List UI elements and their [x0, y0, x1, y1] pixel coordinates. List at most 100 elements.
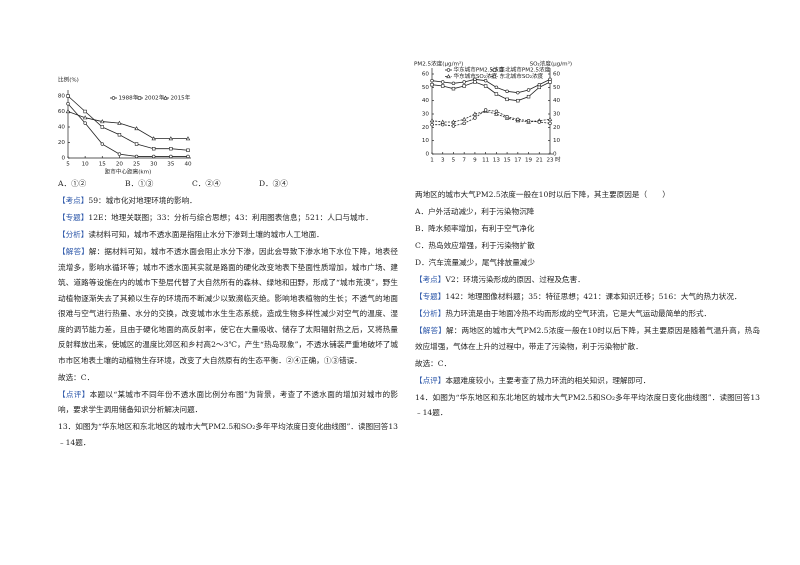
paragraph: 【专题】142：地理图像材料题；35：特征思想；421：课本知识迁移；516：大…: [415, 289, 760, 305]
paragraph: 【专题】12E：地理关联图；33：分析与综合思想；43：利用图表信息；521：人…: [58, 210, 398, 226]
data-point: [441, 122, 445, 127]
x-tick-label: 30: [150, 162, 158, 168]
legend-label: 2002年: [145, 94, 165, 102]
section-tag: 【解答】: [415, 326, 447, 335]
option: B．①③: [125, 179, 154, 188]
data-point: [483, 78, 488, 83]
y2-tick-label: 30: [553, 112, 561, 118]
option: D．汽车流量减少，尾气排放量减少: [415, 258, 535, 267]
legend-marker: [446, 74, 451, 79]
y-tick-label: 60: [58, 109, 66, 115]
series-line: [431, 81, 551, 102]
data-point: [117, 133, 122, 137]
series-line: [67, 103, 188, 157]
y-tick-label: 60: [422, 72, 430, 78]
y-axis-label: PM2.5浓度(μg/m³): [414, 60, 463, 68]
series-line: [67, 111, 188, 140]
data-point: [151, 136, 156, 141]
paragraph: 【考点】V2：环境污染形成的原因、过程及危害．: [415, 272, 760, 288]
text: 本题难度较小，主要考查了热力环流的相关知识，理解即可．: [445, 375, 651, 385]
data-point: [505, 97, 509, 102]
data-point: [483, 84, 488, 88]
data-point: [185, 136, 191, 141]
text: 故选：C．: [58, 372, 95, 382]
section-tag: 【专题】: [58, 213, 89, 222]
paragraph: 【分析】读材料可知，城市不透水面是指阻止水分下渗到土壤的城市人工地面．: [58, 227, 398, 243]
x-tick-label: 17: [514, 158, 522, 164]
data-point: [134, 154, 139, 159]
data-point: [117, 152, 122, 156]
data-point: [462, 84, 466, 88]
y-tick-label: 20: [422, 125, 430, 131]
legend-marker: [111, 96, 116, 100]
x-tick-label: 40: [184, 162, 192, 168]
y2-tick-label: 20: [553, 125, 561, 131]
option: B．降水频率增加，有利于空气净化: [415, 224, 535, 233]
paragraph: 13．如图为“华东地区和东北地区的城市大气PM2.5和SO₂多年平均浓度日变化曲…: [58, 419, 398, 450]
paragraph: 故选：C．: [58, 370, 398, 386]
y-tick-label: 10: [422, 138, 430, 144]
option: D．③④: [259, 179, 288, 188]
data-point: [66, 102, 70, 106]
series-line: [67, 95, 189, 151]
x-axis-label: 时: [555, 156, 561, 164]
data-point: [83, 121, 87, 125]
data-point: [117, 120, 122, 125]
text: 解：据材料可知，城市不透水面会阻止水分下渗，因此会导致下渗水地下水位下降，地表径…: [58, 247, 398, 365]
option: C．热岛效应增强，利于污染物扩散: [415, 241, 535, 250]
y2-tick-label: 60: [553, 72, 561, 78]
section-tag: 【点评】: [415, 375, 446, 385]
x-tick-label: 11: [482, 158, 490, 164]
y2-tick-label: 40: [553, 98, 561, 104]
data-point: [494, 92, 499, 96]
y-tick-label: 50: [422, 85, 430, 91]
section-tag: 【分析】: [58, 230, 89, 239]
data-point: [169, 154, 173, 159]
section-tag: 【考点】: [415, 275, 446, 284]
text: 故选：C．: [415, 358, 452, 368]
text: 142：地理图像材料题；35：特征思想；421：课本知识迁移；516：大气的热力…: [445, 292, 742, 301]
data-point: [134, 126, 139, 131]
series-line: [432, 109, 551, 127]
data-point: [186, 154, 190, 159]
x-tick-label: 9: [473, 158, 477, 164]
section-tag: 【考点】: [58, 196, 89, 205]
series-line: [431, 78, 551, 94]
x-tick-label: 1: [430, 158, 434, 164]
x-tick-label: 35: [167, 162, 175, 168]
x-tick-label: 5: [66, 162, 70, 168]
y2-tick-label: 10: [553, 138, 561, 144]
data-point: [462, 121, 466, 126]
y2-axis-label: SO₂浓度(μg/m³): [530, 60, 572, 68]
legend-marker: [492, 74, 497, 79]
data-point: [100, 125, 104, 129]
series-line: [431, 110, 551, 123]
data-point: [537, 120, 541, 124]
data-point: [82, 115, 88, 120]
x-tick-label: 5: [452, 158, 456, 164]
text: 读材料可知，城市不透水面是指阻止水分下渗到土壤的城市人工地面．: [88, 230, 324, 239]
y-tick-label: 0: [61, 156, 65, 162]
figure: 0 20 40 60 80 5 10 15 20 25 30 35 40 距市中心距离(km) 比例(%) 1…: [58, 76, 192, 176]
data-point: [462, 80, 466, 84]
y2-tick-label: 0: [553, 152, 557, 158]
x-tick-label: 23: [546, 158, 554, 164]
x-tick-label: 20: [116, 162, 124, 168]
legend-label: 华东城市PM2.5浓度: [454, 66, 505, 74]
data-point: [516, 90, 520, 95]
data-point: [430, 122, 434, 127]
legend-marker: [163, 95, 168, 100]
text: V2：环境污染形成的原因、过程及危害．: [445, 275, 585, 284]
y2-tick-label: 50: [553, 85, 561, 91]
option: C．②④: [192, 179, 221, 188]
text: 解：两地区的城市大气PM2.5浓度一般在10时以后下降，其主要原因是随着气温升高…: [415, 326, 761, 351]
section-tag: 【点评】: [58, 389, 90, 399]
data-point: [494, 111, 499, 116]
paragraph: 【解答】解：据材料可知，城市不透水面会阻止水分下渗，因此会导致下渗水地下水位下降…: [58, 244, 398, 368]
data-point: [483, 108, 488, 112]
data-point: [505, 114, 509, 119]
data-point: [430, 82, 434, 87]
section-tag: 【解答】: [58, 247, 89, 256]
y-tick-label: 0: [425, 152, 429, 158]
